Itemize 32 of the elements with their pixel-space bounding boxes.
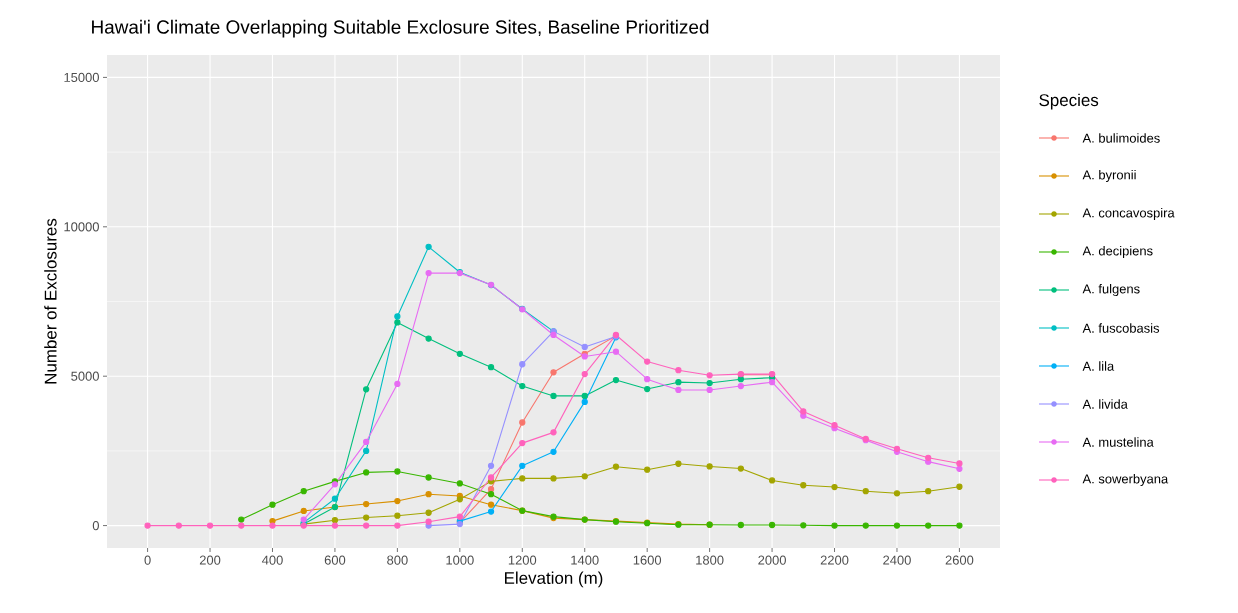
legend-label: A. decipiens <box>1082 245 1153 259</box>
legend-label: A. bulimoides <box>1082 133 1160 143</box>
x-tick-label: 1200 <box>508 555 537 565</box>
x-tick-label: 2000 <box>758 555 786 565</box>
legend-label: A. sowerbyana <box>1082 473 1169 487</box>
legend-title: Species <box>1039 93 1099 110</box>
y-tick-label: 15000 <box>64 72 99 82</box>
legend-label: A. fuscobasis <box>1082 323 1160 333</box>
x-axis-title: Elevation (m) <box>505 571 603 588</box>
x-tick-label: 600 <box>324 555 346 565</box>
x-tick-label: 1400 <box>571 555 599 565</box>
x-tick-label: 2200 <box>820 555 849 565</box>
y-tick-label: 5000 <box>71 371 99 381</box>
y-tick-label: 0 <box>92 521 99 531</box>
legend-label: A. fulgens <box>1082 283 1140 297</box>
y-axis-title: Number of Exclosures <box>44 218 57 384</box>
legend-label: A. byronii <box>1082 169 1136 183</box>
legend-label: A. livida <box>1082 399 1128 409</box>
x-tick-label: 800 <box>387 555 408 565</box>
x-tick-label: 1600 <box>633 555 662 565</box>
x-tick-label: 2400 <box>883 555 911 565</box>
legend-label: A. mustelina <box>1082 437 1154 447</box>
x-tick-label: 400 <box>261 555 283 565</box>
x-tick-label: 1800 <box>696 555 724 565</box>
x-tick-label: 200 <box>199 555 221 565</box>
y-tick-label: 10000 <box>64 222 99 232</box>
chart-title: Hawai'i Climate Overlapping Suitable Exclosure Sites, Baseline Prioritized <box>92 19 709 38</box>
legend-label: A. concavospira <box>1082 207 1175 221</box>
x-tick-label: 0 <box>144 555 151 565</box>
legend-label: A. lila <box>1082 361 1115 371</box>
x-tick-label: 2600 <box>945 555 974 565</box>
x-tick-label: 1000 <box>446 555 474 565</box>
